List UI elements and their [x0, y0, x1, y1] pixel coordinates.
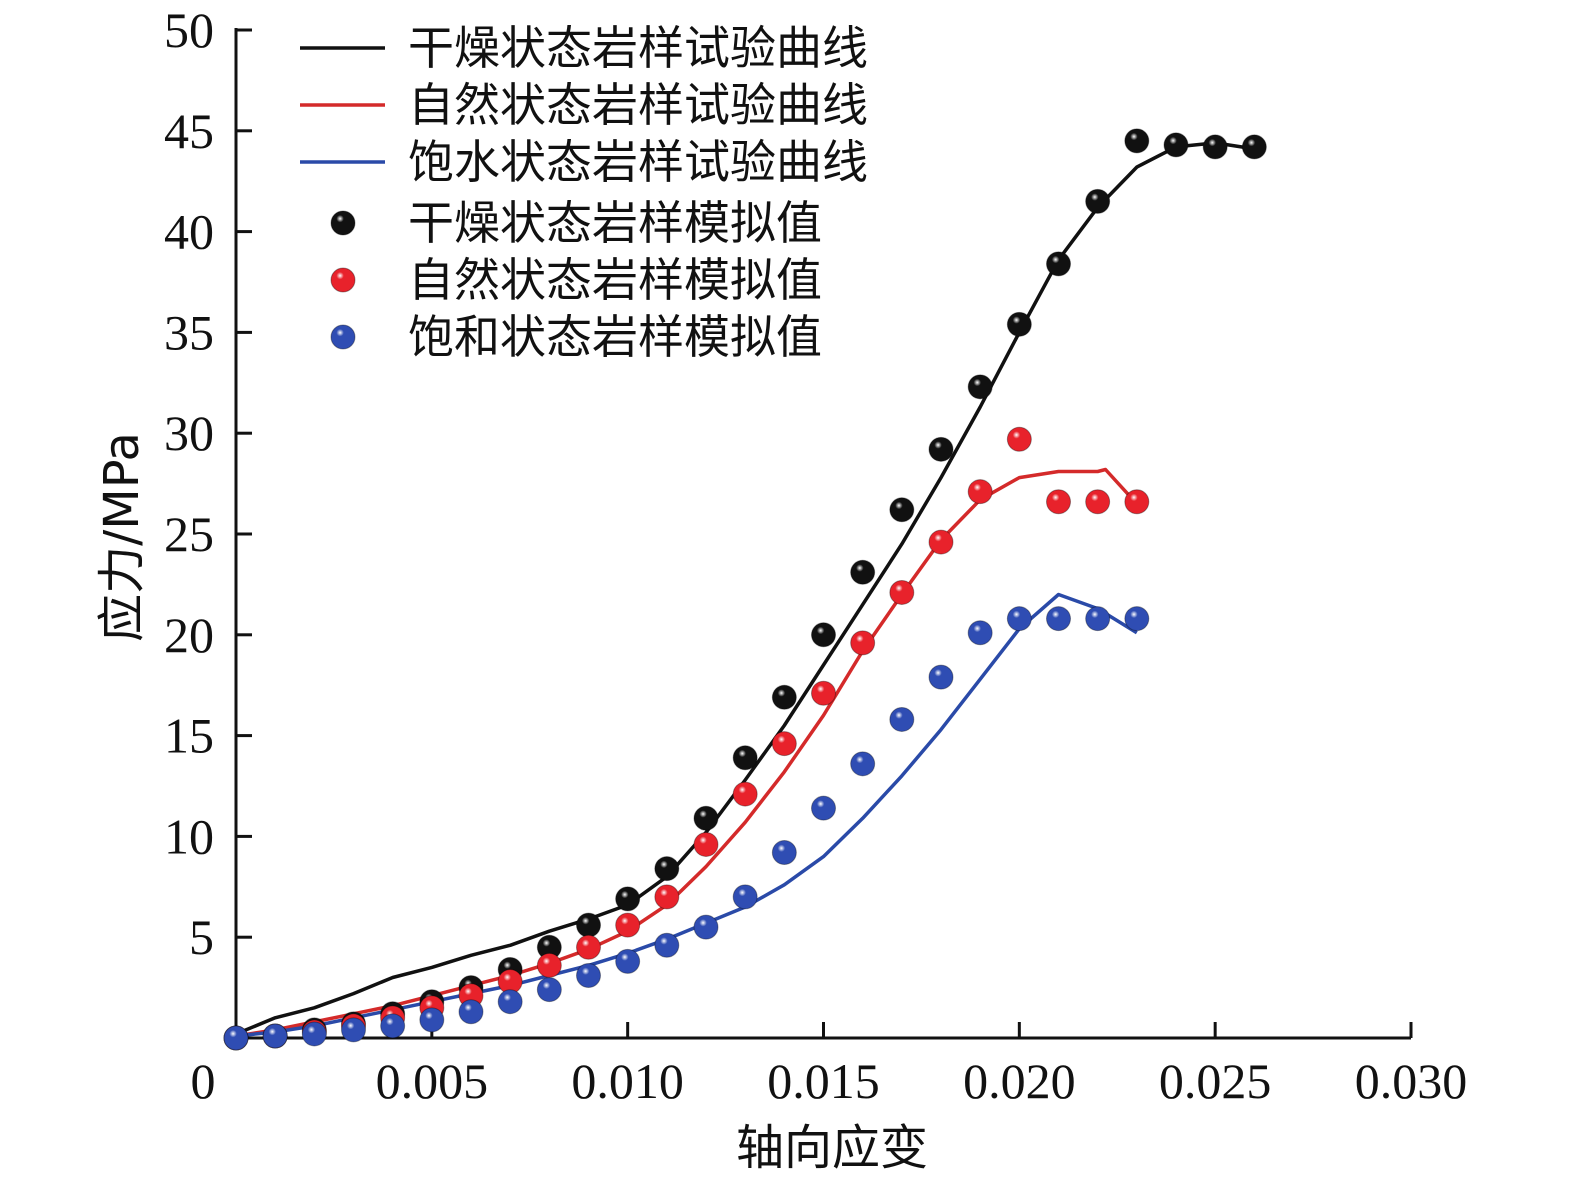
- ticks: 0 0.005 0.010 0.015 0.020 0.025 0.030 5 10 15 20 25…: [164, 2, 1467, 1109]
- x-tick-label: 0: [191, 1053, 216, 1109]
- legend-label: 饱水状态岩样试验曲线: [408, 135, 868, 189]
- data-point-2: [771, 840, 797, 866]
- legend-label: 饱和状态岩样模拟值: [408, 310, 822, 364]
- y-tick-label: 40: [164, 204, 214, 260]
- data-point-2: [850, 751, 876, 777]
- data-point-2: [458, 999, 484, 1025]
- legend: 干燥状态岩样试验曲线自然状态岩样试验曲线饱水状态岩样试验曲线干燥状态岩样模拟值自…: [300, 21, 868, 364]
- data-point-1: [1046, 489, 1071, 515]
- data-point-2: [1006, 606, 1032, 632]
- data-point-0: [967, 374, 993, 400]
- data-point-0: [928, 436, 954, 462]
- data-point-2: [301, 1021, 327, 1047]
- data-point-2: [811, 795, 836, 821]
- y-axis-title: 应力/MPa: [94, 432, 150, 642]
- data-point-2: [1085, 606, 1111, 632]
- x-tick-label: 0.030: [1355, 1053, 1468, 1109]
- legend-point-swatch: [330, 210, 356, 236]
- data-point-0: [732, 745, 758, 771]
- y-tick-label: 30: [164, 405, 214, 461]
- data-point-1: [654, 884, 680, 910]
- legend-point-swatch: [330, 324, 356, 350]
- data-point-2: [576, 963, 601, 989]
- data-point-1: [576, 934, 601, 960]
- data-point-0: [1085, 188, 1111, 214]
- data-point-0: [811, 622, 836, 648]
- data-point-1: [1006, 426, 1032, 452]
- x-tick-label: 0.015: [767, 1053, 880, 1109]
- data-point-2: [1046, 606, 1071, 632]
- data-point-1: [693, 831, 719, 857]
- data-point-2: [615, 948, 641, 974]
- x-tick-label: 0.005: [376, 1053, 489, 1109]
- data-point-2: [223, 1025, 249, 1051]
- x-tick-label: 0.025: [1159, 1053, 1272, 1109]
- x-tick-label: 0.020: [963, 1053, 1076, 1109]
- data-point-2: [732, 884, 758, 910]
- x-axis-title: 轴向应变: [736, 1120, 928, 1176]
- data-point-2: [967, 620, 993, 646]
- y-tick-label: 35: [164, 304, 214, 360]
- data-point-0: [1124, 128, 1150, 154]
- y-tick-label: 25: [164, 506, 214, 562]
- legend-label: 干燥状态岩样试验曲线: [408, 21, 868, 75]
- y-tick-label: 15: [164, 708, 214, 764]
- data-point-1: [928, 529, 954, 555]
- data-point-1: [967, 479, 993, 505]
- legend-point-swatch: [330, 267, 356, 293]
- data-point-2: [380, 1013, 406, 1039]
- data-point-0: [889, 497, 915, 523]
- y-tick-label: 50: [164, 2, 214, 58]
- x-tick-label: 0.010: [571, 1053, 684, 1109]
- data-point-0: [1006, 311, 1032, 337]
- series-line-1: [235, 467, 1139, 1038]
- data-point-2: [654, 932, 680, 958]
- data-point-0: [693, 805, 719, 831]
- data-point-1: [732, 781, 758, 807]
- y-tick-label: 45: [164, 103, 214, 159]
- y-tick-label: 5: [189, 909, 214, 965]
- y-tick-label: 10: [164, 808, 214, 864]
- data-point-2: [341, 1017, 366, 1043]
- legend-label: 自然状态岩样模拟值: [408, 253, 822, 307]
- data-point-0: [1241, 134, 1267, 160]
- data-point-0: [1046, 251, 1071, 277]
- data-point-0: [615, 886, 641, 912]
- data-point-1: [536, 952, 562, 978]
- data-point-2: [889, 706, 915, 732]
- data-point-1: [850, 630, 876, 656]
- y-tick-label: 20: [164, 607, 214, 663]
- data-point-2: [497, 989, 523, 1015]
- data-point-1: [889, 579, 915, 605]
- data-point-2: [693, 914, 719, 940]
- data-point-2: [419, 1007, 445, 1033]
- data-point-2: [1124, 606, 1150, 632]
- data-point-0: [576, 912, 601, 938]
- data-point-1: [615, 912, 641, 938]
- legend-label: 干燥状态岩样模拟值: [408, 196, 822, 250]
- data-point-0: [771, 684, 797, 710]
- data-point-0: [654, 856, 680, 882]
- legend-label: 自然状态岩样试验曲线: [408, 78, 868, 132]
- data-point-2: [262, 1023, 288, 1049]
- data-point-1: [771, 731, 797, 757]
- data-point-0: [850, 559, 876, 585]
- points: [223, 128, 1267, 1051]
- data-point-1: [1085, 489, 1111, 515]
- data-point-1: [1124, 489, 1150, 515]
- data-point-0: [1202, 134, 1228, 160]
- series-line-2: [235, 592, 1138, 1038]
- data-point-2: [536, 977, 562, 1003]
- data-point-2: [928, 664, 954, 690]
- series-line-0: [235, 141, 1255, 1036]
- data-point-1: [811, 680, 836, 706]
- data-point-0: [1163, 132, 1189, 158]
